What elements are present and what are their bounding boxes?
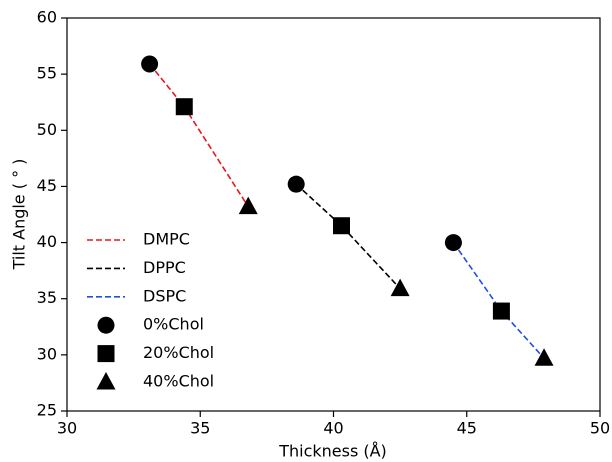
legend-label: DSPC — [143, 286, 186, 305]
x-tick-label: 30 — [57, 419, 77, 438]
y-tick-label: 30 — [37, 344, 57, 363]
y-tick-label: 45 — [37, 176, 57, 195]
plot-frame — [66, 17, 601, 412]
x-tick-label: 50 — [590, 419, 610, 438]
series-line — [295, 183, 401, 290]
legend-label: 20%Chol — [143, 343, 214, 362]
data-point — [332, 217, 350, 235]
x-axis-label: Thickness (Å) — [278, 442, 387, 461]
y-tick-label: 25 — [37, 401, 57, 420]
x-tick-label: 40 — [323, 419, 343, 438]
y-tick-label: 35 — [37, 288, 57, 307]
legend-marker — [97, 316, 115, 334]
x-tick-label: 45 — [457, 419, 477, 438]
series-line — [452, 242, 545, 359]
legend-label: 0%Chol — [143, 315, 204, 334]
data-point — [175, 98, 193, 116]
data-point — [390, 278, 410, 297]
series-line — [148, 63, 249, 208]
legend-marker — [97, 345, 115, 363]
y-axis-label: Tilt Angle ( ° ) — [10, 159, 29, 271]
data-point — [238, 196, 258, 215]
legend-label: DPPC — [143, 258, 186, 277]
y-tick-label: 40 — [37, 232, 57, 251]
legend-label: 40%Chol — [143, 372, 214, 391]
data-point — [444, 234, 462, 252]
legend-label: DMPC — [143, 230, 190, 249]
data-point — [141, 55, 159, 73]
x-tick-label: 35 — [190, 419, 210, 438]
legend-marker — [96, 372, 116, 390]
data-point — [534, 348, 554, 366]
data-point — [287, 175, 305, 193]
y-tick-label: 50 — [37, 120, 57, 139]
y-tick-label: 60 — [37, 8, 57, 27]
y-tick-label: 55 — [37, 64, 57, 83]
data-point — [492, 302, 510, 320]
